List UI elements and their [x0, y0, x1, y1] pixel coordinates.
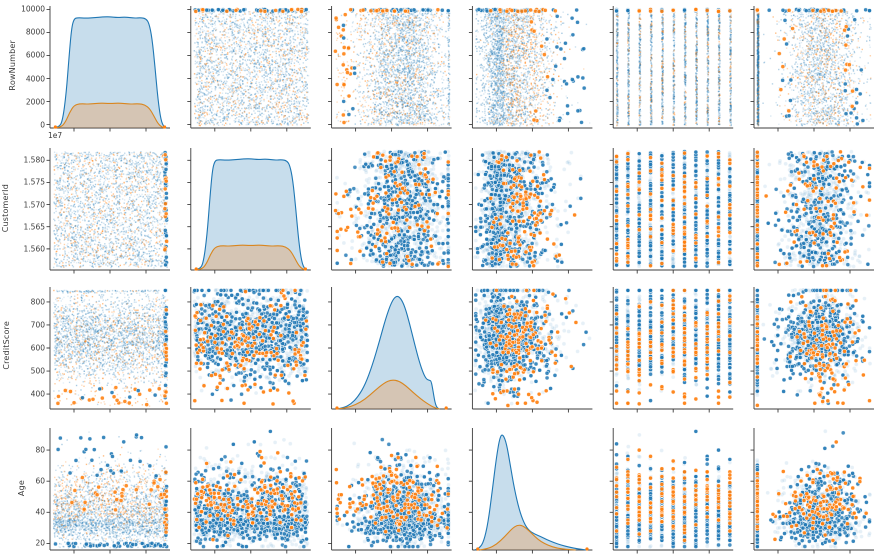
y-tick-label: 1.570 [23, 200, 45, 210]
y-axis-label-age: Age [17, 480, 26, 497]
y-tick-label: 1.565 [23, 222, 45, 232]
y-tick-label: 0 [40, 120, 45, 130]
y-tick-label: 700 [30, 320, 45, 330]
y-tick-label: 400 [30, 389, 45, 399]
y-tick-label: 4000 [25, 74, 45, 84]
y-tick-label: 60 [35, 476, 45, 486]
y-tick-label: 20 [35, 538, 45, 548]
y-tick-label: 1.580 [23, 155, 45, 165]
y-axis-label-creditscore: CreditScore [2, 321, 11, 370]
y-tick-label: 6000 [25, 50, 45, 60]
y-tick-label: 80 [35, 445, 45, 455]
y-tick-label: 500 [30, 366, 45, 376]
y-tick-label: 600 [30, 343, 45, 353]
y-axis-label-customerid: CustomerId [1, 184, 10, 233]
y-axis-offset-text: 1e7 [48, 131, 63, 140]
y-tick-label: 40 [35, 507, 45, 517]
y-tick-label: 1.560 [23, 244, 45, 254]
y-tick-label: 8000 [25, 27, 45, 37]
y-axis-label-rownumber: RowNumber [8, 40, 17, 91]
y-tick-label: 10000 [21, 4, 45, 14]
y-tick-label: 800 [30, 297, 45, 307]
y-tick-label: 2000 [25, 97, 45, 107]
y-tick-label: 1.575 [23, 177, 45, 187]
